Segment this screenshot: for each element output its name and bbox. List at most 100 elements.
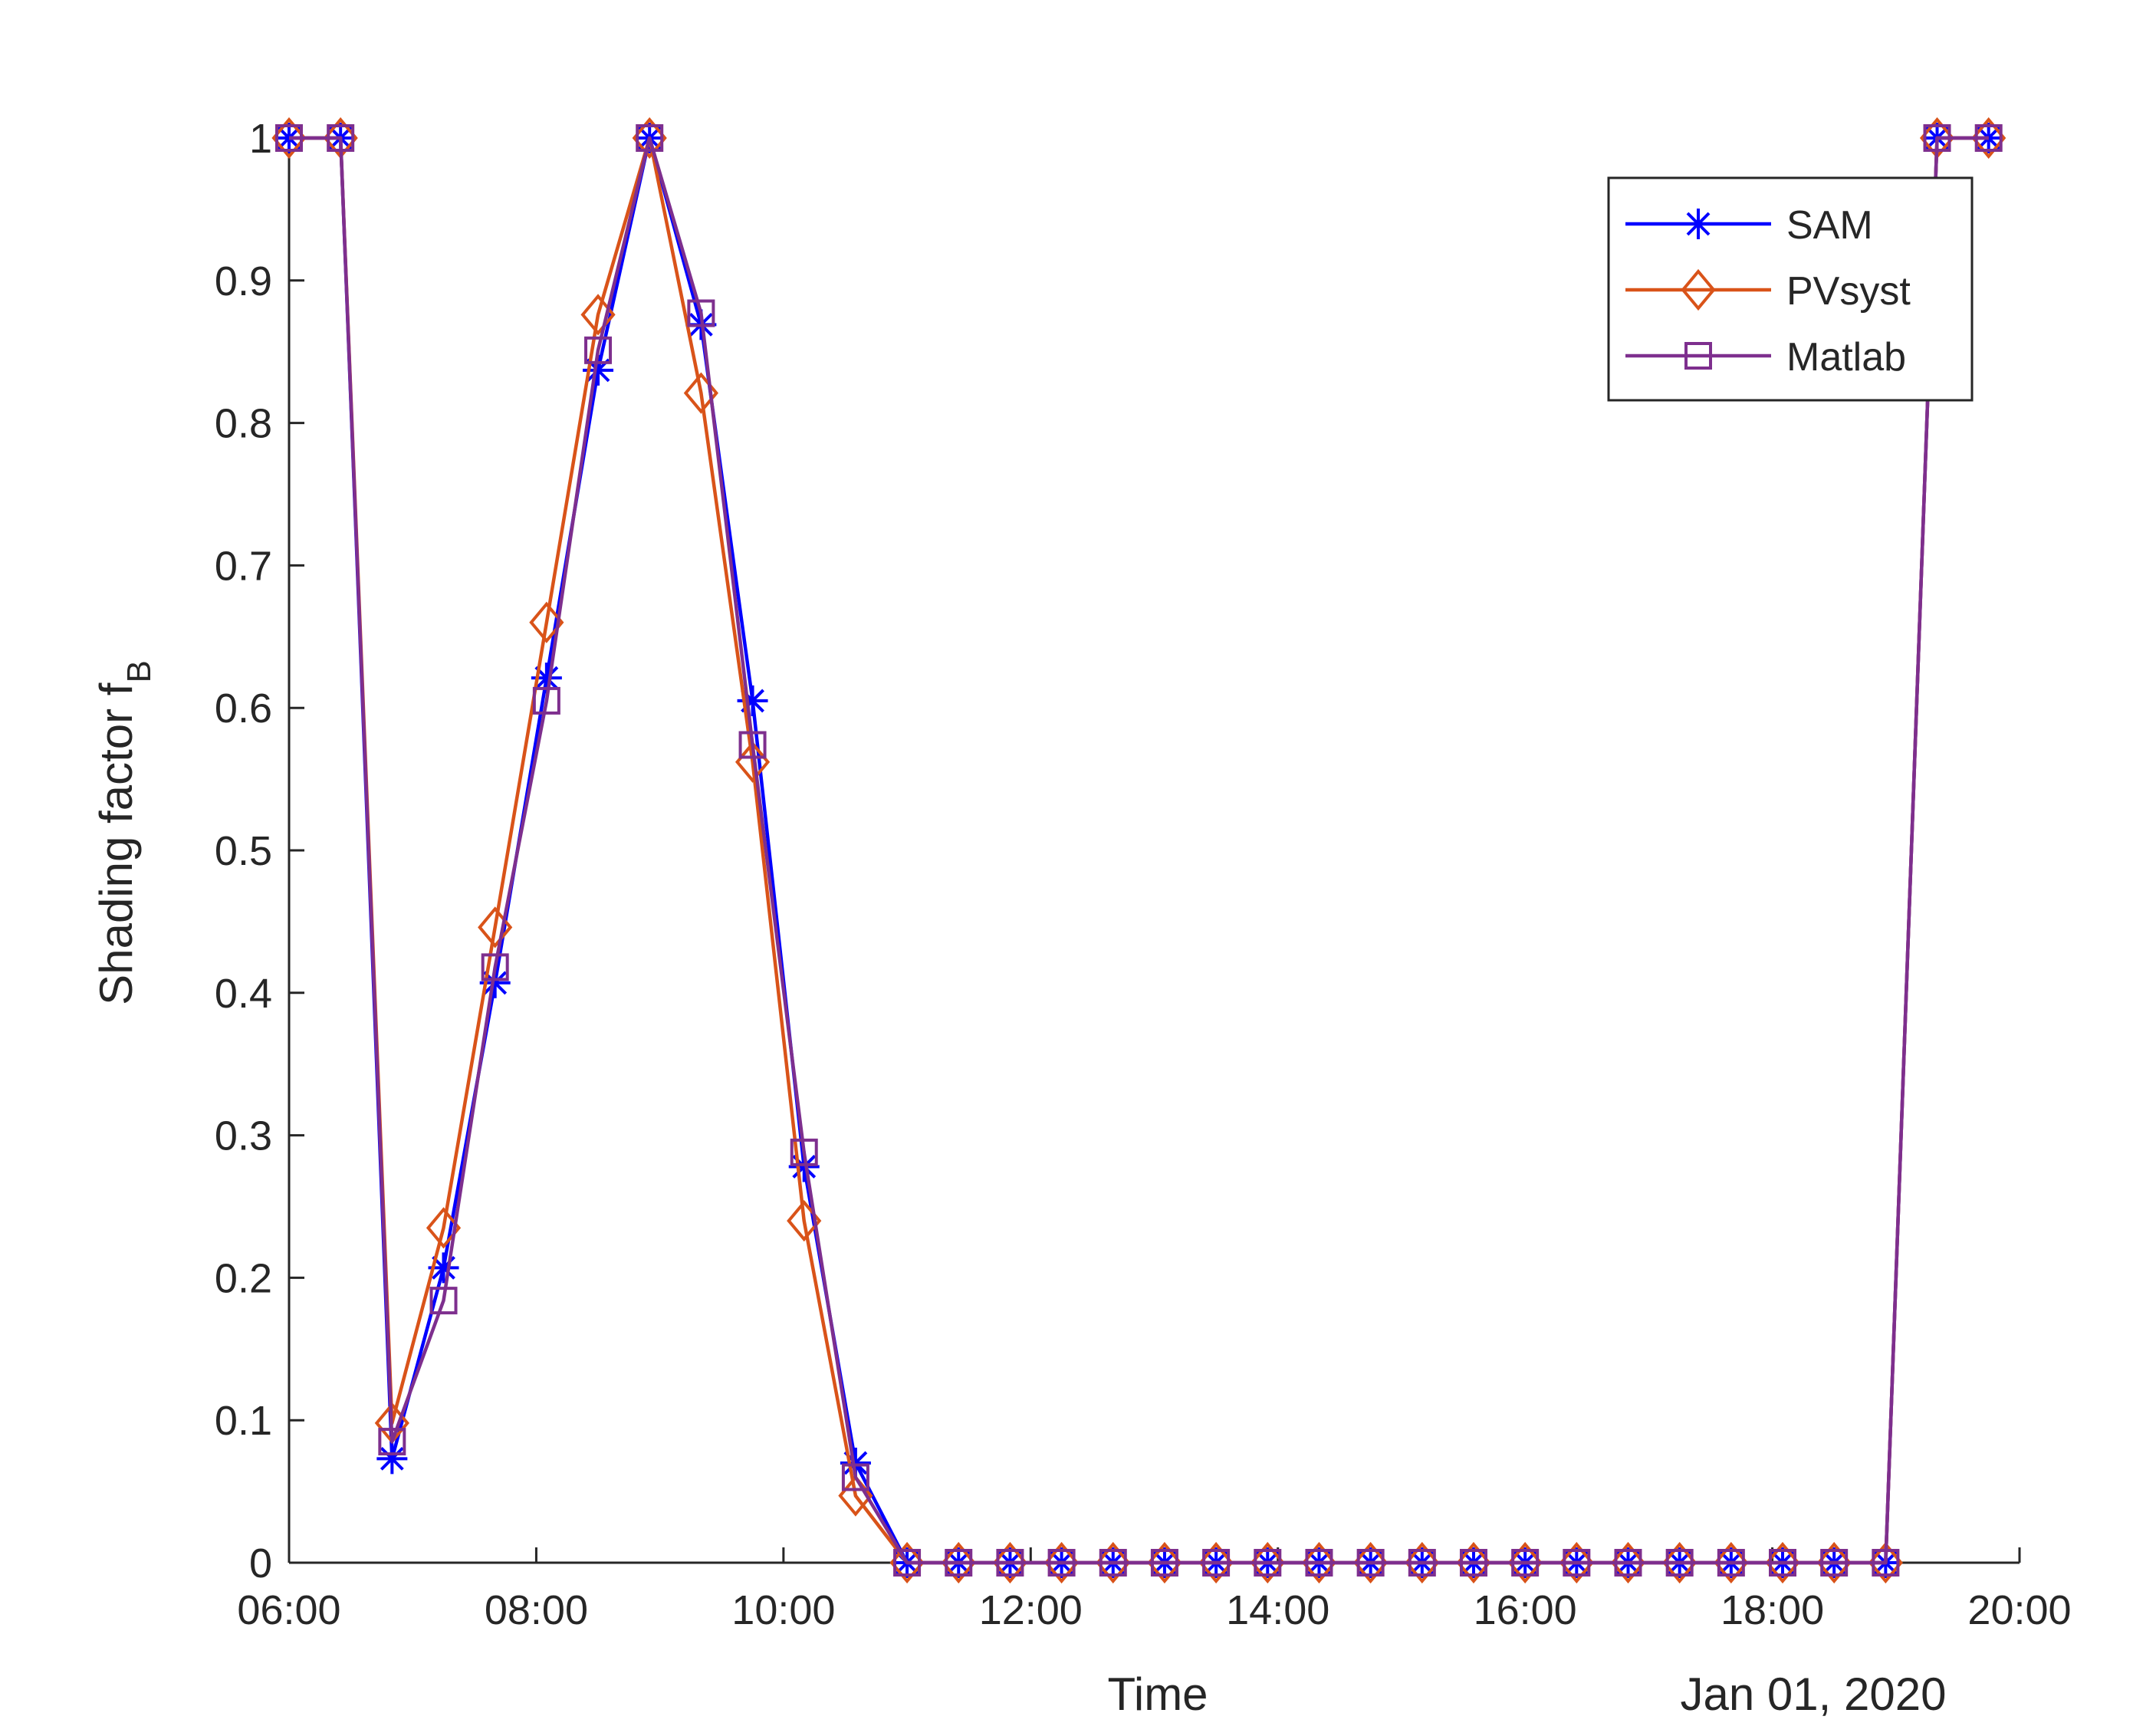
y-axis-title-main: Shading factor f <box>90 682 142 1005</box>
data-point-square <box>1717 1549 1745 1577</box>
data-point-diamond <box>889 1541 925 1584</box>
data-point-square <box>893 1549 922 1577</box>
x-tick-label: 16:00 <box>1474 1587 1577 1633</box>
data-point-diamond <box>1868 1541 1903 1584</box>
data-point-diamond <box>1096 1541 1131 1584</box>
x-axis-title: Time <box>1107 1669 1208 1720</box>
legend-label: SAM <box>1786 203 1873 248</box>
data-point-asterisk <box>1683 209 1714 239</box>
data-point-square <box>1150 1549 1178 1577</box>
legend: SAM PVsyst Matlab <box>1607 176 1974 402</box>
x-tick-label: 12:00 <box>979 1587 1083 1633</box>
data-point-diamond <box>1405 1541 1440 1584</box>
data-point-square <box>327 124 355 152</box>
data-point-square <box>1047 1549 1076 1577</box>
legend-item-sam: SAM <box>1625 203 1873 248</box>
x-tick-label: 14:00 <box>1226 1587 1329 1633</box>
y-tick-label: 0.1 <box>215 1398 272 1444</box>
y-tick-label: 0.3 <box>215 1113 272 1159</box>
data-point-square <box>1684 342 1712 370</box>
data-point-square <box>996 1549 1024 1577</box>
x-tick-label: 18:00 <box>1721 1587 1824 1633</box>
series-line <box>289 136 1989 1565</box>
data-point-diamond <box>1147 1541 1182 1584</box>
data-point-square <box>1872 1549 1900 1577</box>
asterisk-stroke <box>534 666 559 690</box>
y-tick-label: 1 <box>249 116 272 162</box>
data-point-square <box>481 953 509 981</box>
data-point-diamond <box>1507 1541 1543 1584</box>
legend-item-matlab: Matlab <box>1625 335 1906 380</box>
data-point-diamond <box>1301 1541 1337 1584</box>
data-point-square <box>1459 1549 1487 1577</box>
data-point-diamond <box>632 117 667 159</box>
data-point-diamond <box>1353 1541 1389 1584</box>
asterisk-stroke <box>483 971 508 995</box>
legend-label: Matlab <box>1786 335 1906 380</box>
data-point-square <box>687 299 715 327</box>
data-point-square <box>1614 1549 1642 1577</box>
data-point-square <box>1665 1549 1694 1577</box>
legend-item-pvsyst: PVsyst <box>1625 268 1911 314</box>
y-tick-label: 0.4 <box>215 971 272 1017</box>
data-point-square <box>584 336 613 364</box>
series-lines <box>271 117 2006 1584</box>
data-point-diamond <box>1765 1541 1800 1584</box>
asterisk-stroke <box>380 1446 404 1471</box>
y-tick-label: 0.5 <box>215 828 272 874</box>
asterisk-stroke <box>1686 212 1711 236</box>
data-point-square <box>1923 124 1951 152</box>
data-point-diamond <box>1559 1541 1594 1584</box>
data-point-square <box>1769 1549 1797 1577</box>
data-point-square <box>790 1138 818 1166</box>
data-point-square <box>1974 124 2003 152</box>
data-point-diamond <box>1250 1541 1285 1584</box>
series-matlab <box>275 124 2003 1577</box>
data-point-square <box>841 1463 869 1491</box>
asterisk-stroke <box>792 1155 817 1179</box>
data-point-diamond <box>1816 1541 1852 1584</box>
asterisk-stroke <box>843 1451 868 1475</box>
data-point-square <box>378 1428 406 1456</box>
x-tick-label: 08:00 <box>485 1587 588 1633</box>
data-point-diamond <box>1610 1541 1646 1584</box>
y-tick-label: 0.7 <box>215 543 272 589</box>
data-point-square <box>1820 1549 1849 1577</box>
data-point-asterisk <box>376 1443 408 1475</box>
data-point-diamond <box>992 1541 1028 1584</box>
y-tick-label: 0.8 <box>215 401 272 447</box>
y-tick-label: 0.6 <box>215 686 272 732</box>
data-point-square <box>1305 1549 1333 1577</box>
data-point-square <box>738 731 767 759</box>
data-point-square <box>636 124 664 152</box>
y-tick-label: 0.2 <box>215 1255 272 1301</box>
data-point-diamond <box>1681 268 1716 311</box>
data-point-diamond <box>1198 1541 1234 1584</box>
axes: 0 0.1 0.2 0.3 0.4 0.5 0.6 0.7 0.8 0.9 1 06:00 08:00 1… <box>215 116 2072 1633</box>
y-axis-title-subscript: B <box>120 660 158 682</box>
x-tick-label: 20:00 <box>1967 1587 2071 1633</box>
data-point-diamond <box>529 601 564 643</box>
data-point-diamond <box>1456 1541 1491 1584</box>
date-label: Jan 01, 2020 <box>1681 1669 1947 1720</box>
y-tick-label: 0 <box>249 1540 272 1586</box>
y-tick-label: 0.9 <box>215 258 272 304</box>
data-point-square <box>532 686 560 715</box>
data-point-diamond <box>1043 1541 1080 1584</box>
data-point-diamond <box>271 117 307 159</box>
data-point-square <box>945 1549 973 1577</box>
axis-labels: Time Jan 01, 2020 Shading factor fB <box>90 660 1946 1720</box>
legend-label: PVsyst <box>1786 269 1911 314</box>
data-point-diamond <box>1714 1541 1749 1584</box>
data-point-square <box>1563 1549 1591 1577</box>
data-point-diamond <box>426 1207 462 1249</box>
data-point-square <box>1408 1549 1436 1577</box>
x-tick-label: 06:00 <box>237 1587 340 1633</box>
x-tick-label: 10:00 <box>731 1587 835 1633</box>
data-point-diamond <box>1662 1541 1698 1584</box>
y-axis-title: Shading factor fB <box>90 660 158 1005</box>
data-point-square <box>1356 1549 1385 1577</box>
data-point-diamond <box>1971 117 2006 159</box>
data-point-square <box>429 1287 458 1315</box>
